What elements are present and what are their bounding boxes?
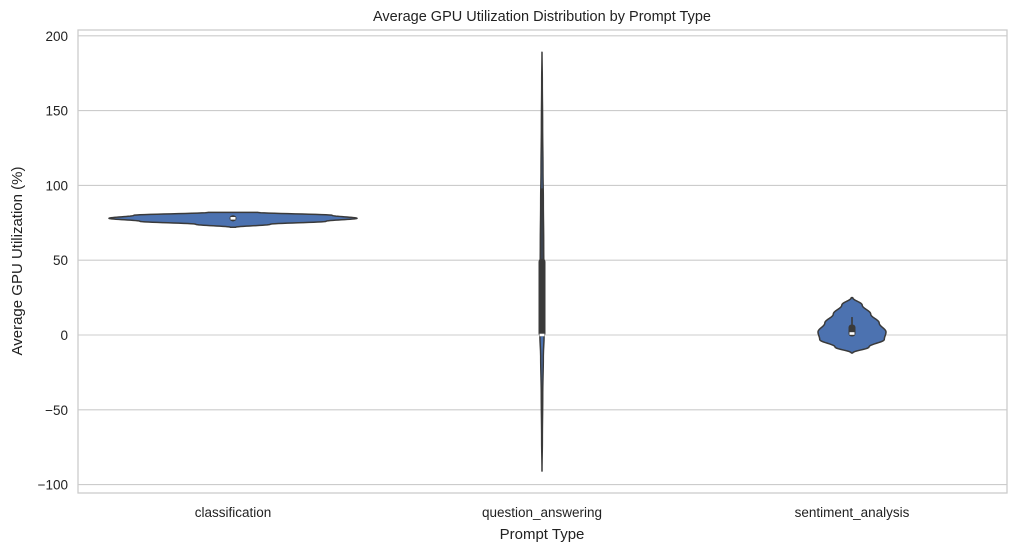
violin-median [230, 217, 236, 220]
violins [108, 51, 887, 472]
violin-median [539, 333, 545, 337]
y-axis-label: Average GPU Utilization (%) [9, 167, 26, 356]
y-tick-label: −50 [45, 403, 68, 418]
y-tick-label: 150 [45, 104, 68, 119]
violin-median [849, 332, 855, 335]
y-tick-label: 200 [45, 29, 68, 44]
y-tick-label: 0 [60, 328, 68, 343]
x-tick-label: classification [195, 505, 272, 520]
x-axis-label: Prompt Type [500, 526, 585, 543]
y-tick-label: 50 [53, 253, 68, 268]
violin-iqr-box [538, 258, 546, 337]
x-tick-label: sentiment_analysis [795, 505, 910, 520]
y-tick-label: 100 [45, 178, 68, 193]
x-axis-ticks: classification question_answering sentimen… [195, 505, 910, 520]
x-tick-label: question_answering [482, 505, 602, 520]
y-axis-ticks: −100 −50 0 50 100 150 200 [38, 29, 68, 493]
chart-title: Average GPU Utilization Distribution by … [373, 9, 711, 25]
plot-frame [77, 29, 1008, 494]
y-tick-label: −100 [38, 478, 68, 493]
